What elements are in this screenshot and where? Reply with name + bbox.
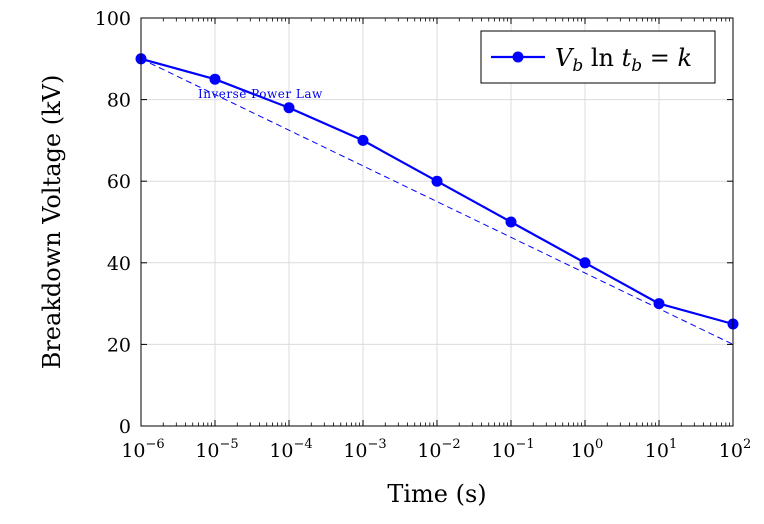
y-tick-label: 80 xyxy=(107,90,131,112)
x-tick-label: 10−2 xyxy=(417,437,460,462)
y-tick-label: 40 xyxy=(107,253,131,275)
data-point xyxy=(579,257,591,269)
y-tick-label: 100 xyxy=(95,8,131,30)
y-axis-title: Breakdown Voltage (kV) xyxy=(38,75,66,370)
x-tick-label: 10−1 xyxy=(491,437,534,462)
data-point xyxy=(357,134,369,146)
x-axis-title: Time (s) xyxy=(387,480,486,508)
data-point xyxy=(431,175,443,187)
x-tick-label: 10−4 xyxy=(269,437,312,462)
legend-marker-swatch xyxy=(512,51,524,63)
major-ticks xyxy=(140,17,734,427)
y-tick-label: 0 xyxy=(119,416,131,438)
series-group xyxy=(135,53,739,330)
y-tick-label: 20 xyxy=(107,334,131,356)
minor-ticks xyxy=(162,18,731,426)
x-tick-label: 102 xyxy=(719,437,751,462)
x-tick-labels: 10−6 10−5 10−4 10−3 10−2 10−1 100 101 102 xyxy=(121,437,751,462)
y-tick-labels: 0 20 40 60 80 100 xyxy=(95,8,131,438)
data-point xyxy=(505,216,517,228)
x-tick-label: 101 xyxy=(645,437,677,462)
inverse-power-law-label: Inverse Power Law xyxy=(198,87,323,101)
data-point xyxy=(653,298,665,310)
y-tick-label: 60 xyxy=(107,171,131,193)
data-point xyxy=(283,102,295,114)
legend: Vb ln tb = k xyxy=(480,30,716,84)
x-tick-label: 100 xyxy=(571,437,603,462)
data-point xyxy=(209,73,221,85)
x-tick-label: 10−5 xyxy=(195,437,238,462)
legend-label: Vb ln tb = k xyxy=(555,44,692,76)
x-tick-label: 10−6 xyxy=(121,437,164,462)
x-tick-label: 10−3 xyxy=(343,437,386,462)
